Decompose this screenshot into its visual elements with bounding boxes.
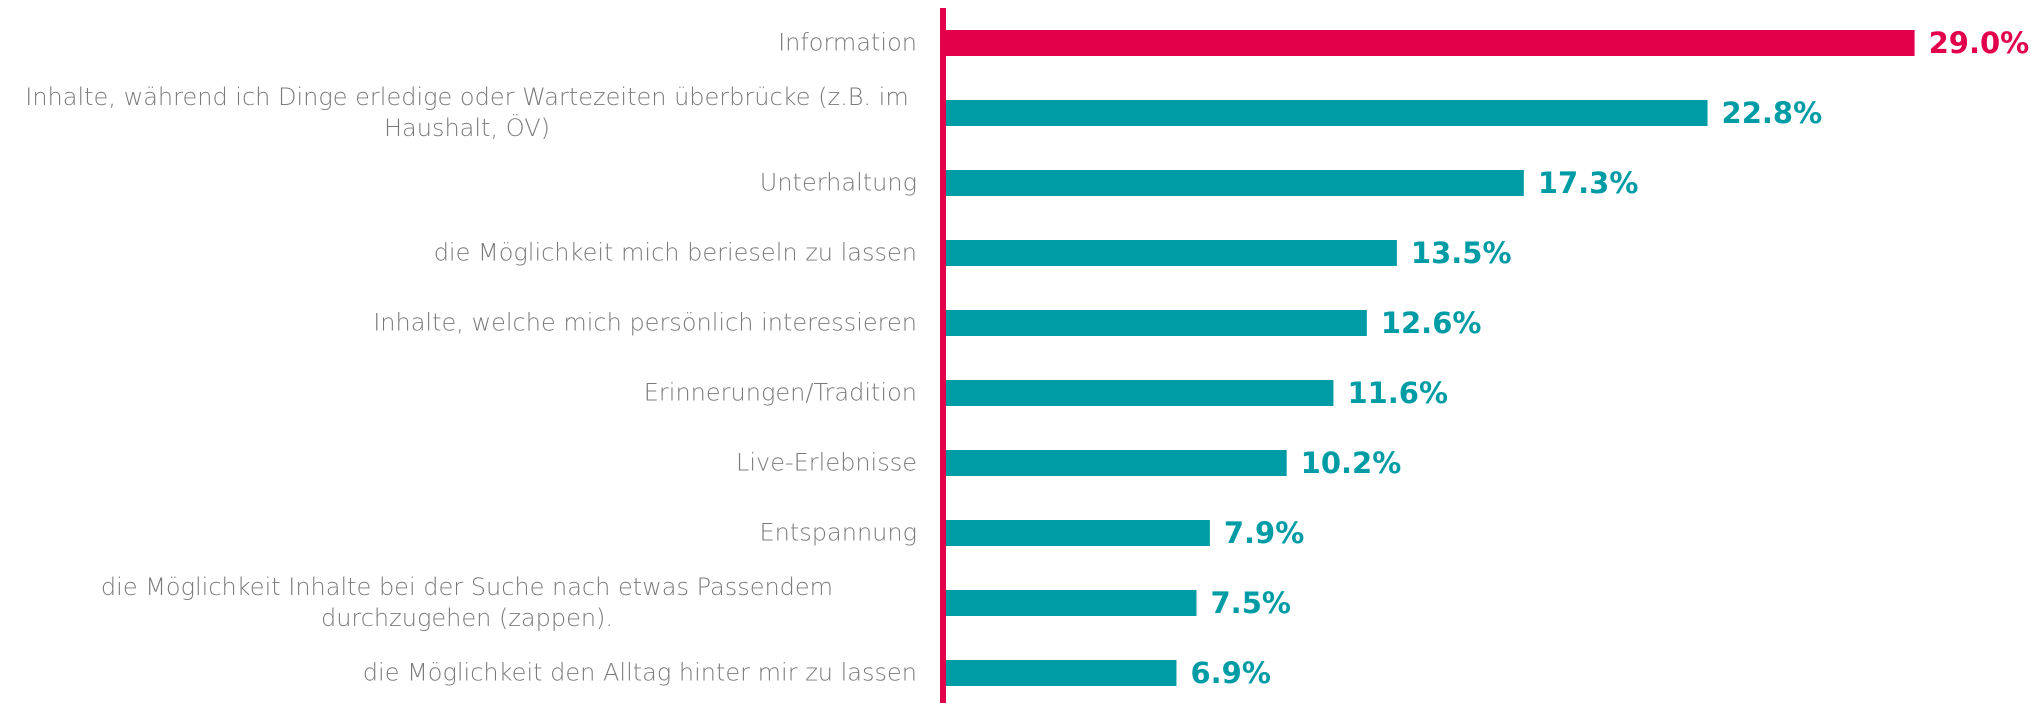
- value-label: 13.5%: [1411, 236, 1512, 270]
- category-text: die Möglichkeit den Alltag hinter mir zu…: [362, 658, 917, 687]
- category-label: Inhalte, welche mich persönlich interess…: [17, 308, 917, 339]
- bar: [946, 310, 1367, 336]
- category-label: Inhalte, während ich Dinge erledige oder…: [17, 82, 917, 144]
- value-label: 22.8%: [1722, 96, 1823, 130]
- value-label: 10.2%: [1301, 446, 1402, 480]
- value-label: 17.3%: [1538, 166, 1639, 200]
- category-text: die Möglichkeit Inhalte bei der Suche na…: [100, 573, 834, 632]
- category-label: die Möglichkeit Inhalte bei der Suche na…: [17, 572, 917, 634]
- bar: [946, 450, 1287, 476]
- category-text: Inhalte, während ich Dinge erledige oder…: [25, 83, 909, 142]
- value-label: 12.6%: [1381, 306, 1482, 340]
- bar: [946, 240, 1397, 266]
- bar: [946, 100, 1708, 126]
- value-label: 29.0%: [1929, 26, 2030, 60]
- bar: [946, 520, 1210, 546]
- category-label: Erinnerungen/Tradition: [17, 378, 917, 409]
- bar: [946, 30, 1915, 56]
- value-label: 11.6%: [1347, 376, 1448, 410]
- category-text: Information: [778, 28, 917, 57]
- category-label: Live-Erlebnisse: [17, 448, 917, 479]
- category-text: die Möglichkeit mich berieseln zu lassen: [433, 238, 917, 267]
- bar: [946, 660, 1177, 686]
- category-text: Unterhaltung: [759, 168, 917, 197]
- category-label: die Möglichkeit den Alltag hinter mir zu…: [17, 658, 917, 689]
- category-label: die Möglichkeit mich berieseln zu lassen: [17, 238, 917, 269]
- category-label: Information: [17, 28, 917, 59]
- value-label: 6.9%: [1190, 656, 1270, 690]
- value-label: 7.9%: [1224, 516, 1304, 550]
- category-text: Entspannung: [759, 518, 917, 547]
- category-label: Entspannung: [17, 518, 917, 549]
- category-text: Erinnerungen/Tradition: [643, 378, 917, 407]
- category-label: Unterhaltung: [17, 168, 917, 199]
- value-label: 7.5%: [1211, 586, 1291, 620]
- category-text: Live-Erlebnisse: [735, 448, 917, 477]
- bar: [946, 170, 1524, 196]
- category-text: Inhalte, welche mich persönlich interess…: [373, 308, 917, 337]
- bar: [946, 590, 1197, 616]
- bar: [946, 380, 1334, 406]
